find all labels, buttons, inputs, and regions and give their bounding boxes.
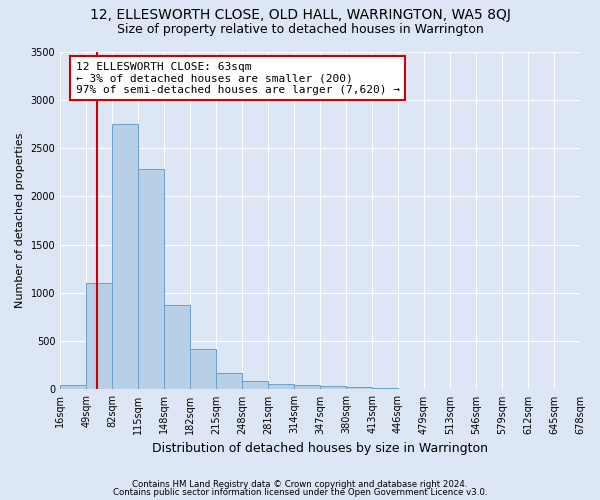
Text: Contains HM Land Registry data © Crown copyright and database right 2024.: Contains HM Land Registry data © Crown c… [132, 480, 468, 489]
Bar [190, 349, 216, 390]
Text: 12 ELLESWORTH CLOSE: 63sqm
← 3% of detached houses are smaller (200)
97% of semi: 12 ELLESWORTH CLOSE: 63sqm ← 3% of detac… [76, 62, 400, 95]
Text: 12, ELLESWORTH CLOSE, OLD HALL, WARRINGTON, WA5 8QJ: 12, ELLESWORTH CLOSE, OLD HALL, WARRINGT… [89, 8, 511, 22]
Bar [112, 124, 138, 390]
Text: Contains public sector information licensed under the Open Government Licence v3: Contains public sector information licen… [113, 488, 487, 497]
Bar [294, 384, 320, 390]
Bar [242, 380, 268, 390]
Bar [320, 386, 346, 390]
Bar [60, 384, 86, 390]
Bar [346, 386, 372, 390]
Bar [372, 388, 398, 390]
Bar [164, 306, 190, 390]
Bar [216, 372, 242, 390]
X-axis label: Distribution of detached houses by size in Warrington: Distribution of detached houses by size … [152, 442, 488, 455]
Bar [138, 170, 164, 390]
Y-axis label: Number of detached properties: Number of detached properties [15, 133, 25, 308]
Bar [86, 283, 112, 390]
Text: Size of property relative to detached houses in Warrington: Size of property relative to detached ho… [116, 22, 484, 36]
Bar [268, 384, 294, 390]
